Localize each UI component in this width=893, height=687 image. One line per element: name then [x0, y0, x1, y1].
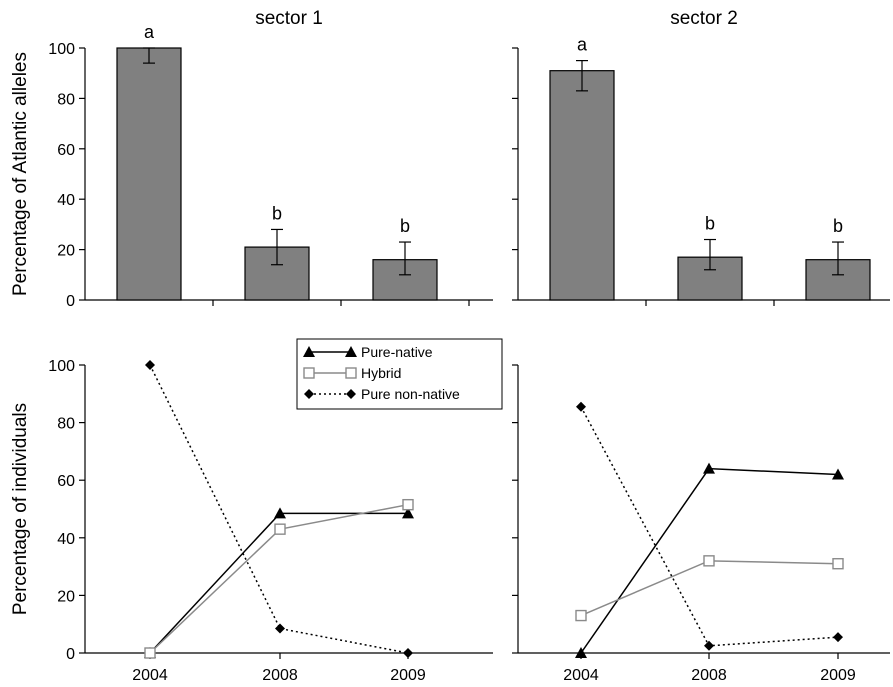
legend-box [296, 338, 503, 410]
y-tick-label: 20 [57, 243, 75, 260]
data-point-pure-native [402, 507, 414, 519]
data-point-pure-non-native [403, 648, 413, 658]
bar-2009 [372, 259, 438, 301]
data-point-pure-native [274, 507, 286, 519]
significance-letter: a [577, 35, 588, 55]
legend-label: Pure-native [361, 344, 433, 360]
data-point-pure-non-native [275, 623, 285, 634]
x-tick-label: 2008 [691, 667, 727, 684]
y-tick-label: 60 [57, 473, 75, 490]
panel-title: sector 2 [670, 8, 738, 29]
y-tick-label: 100 [48, 41, 75, 58]
legend-marker [304, 389, 314, 399]
legend-marker [346, 389, 356, 399]
significance-letter: b [400, 216, 410, 236]
chart-panel-top-left: sector 1 Percentage of Atlantic alleles 0 2… [10, 8, 493, 310]
data-point-hybrid [832, 558, 844, 570]
legend-label: Hybrid [361, 365, 401, 381]
y-axis-title: Percentage of individuals [10, 403, 31, 615]
chart-panel-bottom-right: 2004 2008 2009 [512, 364, 890, 684]
y-tick-label: 0 [66, 293, 75, 310]
significance-letter: b [705, 214, 715, 234]
bar-2009 [805, 259, 871, 301]
y-tick-label: 80 [57, 91, 75, 108]
bar-2004 [549, 70, 615, 301]
legend-marker [345, 367, 357, 379]
data-point-hybrid [144, 647, 156, 659]
x-tick-label: 2004 [132, 667, 168, 684]
legend-marker [303, 346, 315, 357]
y-tick-label: 60 [57, 142, 75, 159]
data-point-pure-non-native [145, 360, 155, 370]
y-axis-title: Percentage of Atlantic alleles [10, 52, 31, 296]
y-tick-label: 20 [57, 588, 75, 605]
data-point-hybrid [703, 555, 715, 567]
series-line-pure-non-native [580, 406, 839, 647]
x-tick-label: 2008 [262, 667, 298, 684]
data-point-pure-native [703, 462, 715, 474]
legend-marker [345, 346, 357, 357]
data-point-pure-non-native [576, 401, 586, 412]
y-tick-label: 80 [57, 416, 75, 433]
y-tick-label: 100 [48, 358, 75, 375]
significance-letter: a [144, 22, 155, 42]
panel-title: sector 1 [255, 8, 323, 29]
significance-letter: b [833, 216, 843, 236]
data-point-hybrid [402, 498, 414, 511]
series-line-hybrid [580, 560, 839, 617]
data-point-pure-native [832, 468, 844, 480]
y-tick-label: 40 [57, 531, 75, 548]
data-point-pure-non-native [833, 632, 843, 643]
significance-letter: b [272, 203, 282, 223]
data-point-hybrid [274, 523, 286, 535]
x-tick-label: 2004 [563, 667, 599, 684]
series-line-pure-non-native [149, 364, 409, 654]
legend-label: Pure non-native [361, 386, 460, 402]
bar-2004 [116, 47, 182, 301]
chart-panel-top-right: sector 2 a b b [512, 8, 890, 306]
legend: Pure-native Hybrid Pure non-native [296, 338, 503, 410]
data-point-pure-non-native [704, 640, 714, 651]
chart-panel-bottom-left: Percentage of individuals 0 20 40 60 80 100 200… [10, 338, 503, 684]
x-tick-label: 2009 [390, 667, 426, 684]
y-tick-label: 40 [57, 192, 75, 209]
legend-marker [303, 367, 315, 379]
data-point-hybrid [575, 609, 587, 622]
data-point-pure-native [575, 647, 587, 658]
x-tick-label: 2009 [820, 667, 856, 684]
y-tick-label: 0 [66, 646, 75, 663]
